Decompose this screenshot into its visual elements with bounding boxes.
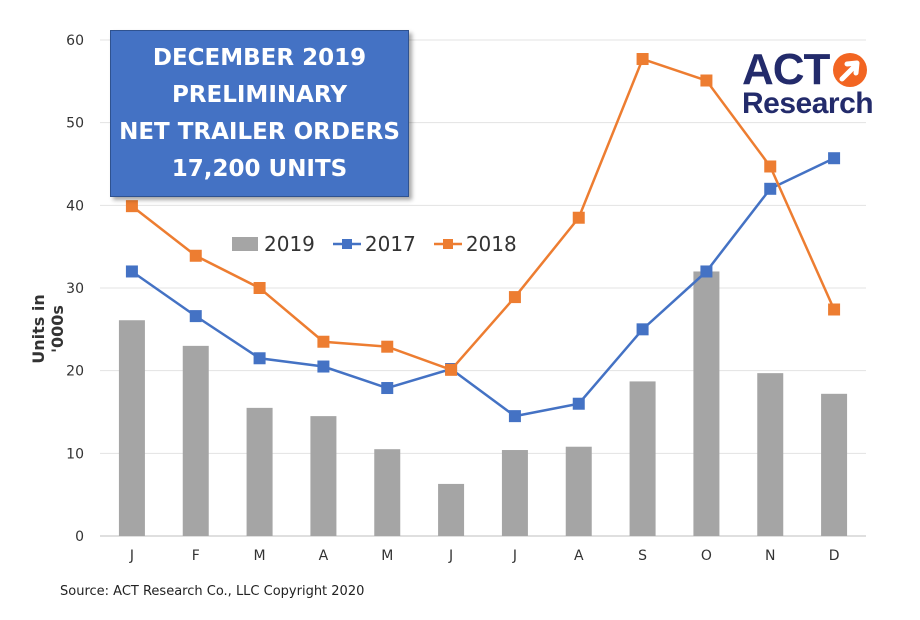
point-2018 — [125, 200, 138, 213]
x-tick-label: M — [254, 548, 266, 564]
x-tick-label: J — [129, 548, 134, 564]
point-2018 — [764, 160, 777, 173]
legend-swatch-bar — [232, 237, 258, 251]
bar-2019 — [118, 320, 145, 536]
x-tick-label: D — [829, 548, 840, 564]
y-tick-label: 40 — [66, 198, 84, 214]
bar-2019 — [693, 271, 720, 536]
bar-2019 — [310, 416, 337, 536]
x-tick-label: O — [701, 548, 712, 564]
x-tick-label: M — [381, 548, 393, 564]
arrow-circle-icon — [833, 53, 868, 87]
title-box: DECEMBER 2019 PRELIMINARY NET TRAILER OR… — [110, 30, 409, 197]
legend: 2019 2017 2018 — [232, 232, 517, 256]
logo-research-text: Research — [742, 87, 874, 120]
point-2017 — [317, 360, 330, 373]
point-2017 — [764, 182, 777, 195]
legend-item-2017: 2017 — [332, 232, 416, 256]
point-2017 — [828, 152, 841, 165]
bar-2019 — [565, 446, 592, 536]
point-2017 — [508, 410, 521, 423]
title-line: PRELIMINARY — [171, 81, 348, 108]
source-note: Source: ACT Research Co., LLC Copyright … — [60, 584, 365, 599]
legend-item-2019: 2019 — [232, 232, 315, 256]
x-tick-label: A — [574, 548, 584, 564]
point-2018 — [828, 303, 841, 316]
legend-label: 2018 — [465, 232, 517, 256]
point-2017 — [253, 352, 266, 365]
y-axis-label: Units in '000s — [29, 294, 67, 364]
point-2017 — [572, 397, 585, 410]
point-2017 — [125, 265, 138, 278]
x-tick-label: J — [448, 548, 453, 564]
x-tick-label: J — [512, 548, 517, 564]
legend-label: 2017 — [364, 232, 416, 256]
x-tick-label: A — [319, 548, 329, 564]
bar-2019 — [246, 407, 273, 536]
point-2018 — [700, 74, 713, 87]
point-2018 — [381, 340, 394, 353]
point-2018 — [572, 211, 585, 224]
point-2017 — [189, 310, 202, 323]
x-tick-label: S — [638, 548, 647, 564]
bar-2019 — [374, 449, 401, 536]
point-2018 — [317, 335, 330, 348]
point-2018 — [189, 249, 202, 262]
y-tick-label: 10 — [66, 446, 84, 462]
y-tick-label: 20 — [66, 364, 84, 380]
bar-2019 — [757, 373, 784, 536]
y-tick-label: 60 — [66, 33, 84, 49]
y-tick-label: 50 — [66, 116, 84, 132]
y-tick-label: 0 — [75, 529, 84, 545]
line-2018 — [131, 57, 836, 372]
act-research-logo: ACT Research — [742, 45, 892, 120]
legend-label: 2019 — [264, 232, 315, 256]
point-2018 — [636, 53, 649, 66]
line-2017 — [131, 157, 835, 418]
legend-swatch-line — [433, 239, 462, 249]
logo-act-text: ACT — [742, 45, 830, 94]
bar-2019 — [629, 381, 656, 536]
bar-2019 — [182, 345, 209, 536]
title-line: DECEMBER 2019 — [152, 44, 367, 71]
x-tick-label: N — [765, 548, 775, 564]
legend-item-2018: 2018 — [433, 232, 517, 256]
point-2018 — [253, 282, 266, 294]
title-line: NET TRAILER ORDERS — [119, 118, 400, 145]
bar-2019 — [501, 450, 528, 536]
title-line: 17,200 UNITS — [171, 155, 348, 182]
point-2017 — [381, 382, 394, 395]
legend-swatch-line — [332, 239, 361, 249]
x-tick-label: F — [192, 548, 200, 564]
point-2018 — [445, 363, 458, 376]
point-2017 — [700, 265, 713, 278]
point-2017 — [636, 323, 649, 336]
bar-2019 — [821, 393, 848, 536]
point-2018 — [508, 291, 521, 304]
bar-2019 — [438, 483, 465, 536]
y-tick-label: 30 — [66, 281, 84, 297]
